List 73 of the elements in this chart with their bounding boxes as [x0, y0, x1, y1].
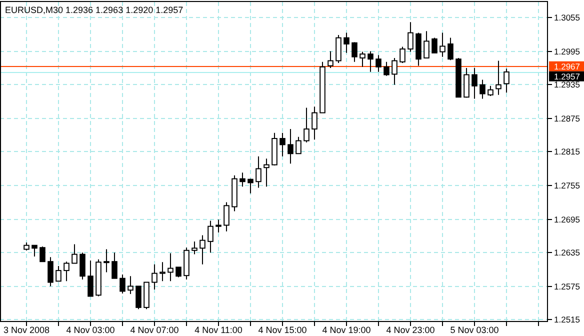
- candlestick: [64, 261, 70, 282]
- candlestick: [224, 202, 230, 232]
- y-tick-label: 1.2995: [554, 46, 580, 56]
- chart-title: EURUSD,M30 1.2936 1.2963 1.2920 1.2957: [5, 5, 184, 15]
- candlestick: [280, 132, 286, 157]
- candlestick: [128, 276, 134, 295]
- candlestick: [80, 252, 86, 280]
- candlestick: [504, 68, 510, 94]
- candlestick: [32, 244, 38, 258]
- y-tick-label: 1.2755: [554, 180, 580, 190]
- y-tick-label: 1.2875: [554, 114, 580, 124]
- candlestick: [216, 219, 222, 233]
- y-tick-label: 1.2575: [554, 282, 580, 292]
- ref-line-label: 1.2967: [554, 61, 580, 72]
- candlestick: [104, 248, 110, 273]
- y-tick-label: 1.2815: [554, 146, 580, 156]
- candlestick: [328, 50, 334, 69]
- candlestick: [472, 68, 478, 100]
- candlestick: [256, 156, 262, 188]
- candlestick: [432, 37, 438, 54]
- x-tick-label: 4 Nov 23:00: [386, 325, 435, 335]
- candlestick: [168, 252, 174, 282]
- x-tick-label: 4 Nov 03:00: [66, 325, 115, 335]
- candlestick: [120, 274, 126, 294]
- candlestick: [112, 252, 118, 279]
- candlestick: [496, 60, 502, 96]
- x-tick-label: 4 Nov 07:00: [130, 325, 179, 335]
- candlestick: [296, 136, 302, 154]
- candlestick: [352, 42, 358, 62]
- y-tick-label: 1.2935: [554, 80, 580, 90]
- candlestick: [400, 46, 406, 64]
- candlestick: [288, 128, 294, 164]
- candlestick: [312, 106, 318, 140]
- candlestick: [56, 266, 62, 282]
- candlestick: [176, 266, 182, 278]
- candlestick: [376, 54, 382, 72]
- x-tick-label: 5 Nov 03:00: [450, 325, 499, 335]
- y-tick-label: 1.2515: [554, 314, 580, 324]
- x-tick-label: 4 Nov 19:00: [322, 325, 371, 335]
- candlestick: [136, 286, 142, 310]
- y-tick-label: 1.3055: [554, 12, 580, 22]
- ref-line-label: 1.2957: [554, 71, 580, 82]
- candlestick: [392, 57, 398, 86]
- x-tick-label: 4 Nov 11:00: [194, 325, 242, 335]
- candlestick: [88, 260, 94, 297]
- candlestick: [448, 37, 454, 61]
- candlestick: [384, 61, 390, 76]
- candlestick: [368, 50, 374, 72]
- candlestick: [192, 240, 198, 255]
- candlestick: [40, 246, 46, 262]
- candlestick: [304, 107, 310, 143]
- candlestick: [72, 244, 78, 264]
- candlestick: [464, 68, 470, 98]
- candlestick: [240, 172, 246, 188]
- candlestick: [48, 256, 54, 287]
- candlestick: [480, 79, 486, 100]
- candlestick: [440, 32, 446, 58]
- candlestick: [264, 158, 270, 188]
- candlestick: [152, 264, 158, 290]
- x-tick-label: 4 Nov 15:00: [258, 325, 307, 335]
- y-tick-label: 1.2695: [554, 214, 580, 224]
- candlestick: [200, 234, 206, 265]
- candlestick: [360, 51, 366, 68]
- candlestick: [424, 30, 430, 58]
- candlestick: [336, 34, 342, 64]
- candlestick: [408, 22, 414, 52]
- candlestick: [208, 220, 214, 254]
- candlestick: [160, 262, 166, 282]
- candlestick: [248, 178, 254, 194]
- candlestick: [488, 85, 494, 96]
- x-tick-label: 3 Nov 2008: [3, 325, 50, 335]
- candlestick: [344, 32, 350, 54]
- y-tick-label: 1.2635: [554, 248, 580, 258]
